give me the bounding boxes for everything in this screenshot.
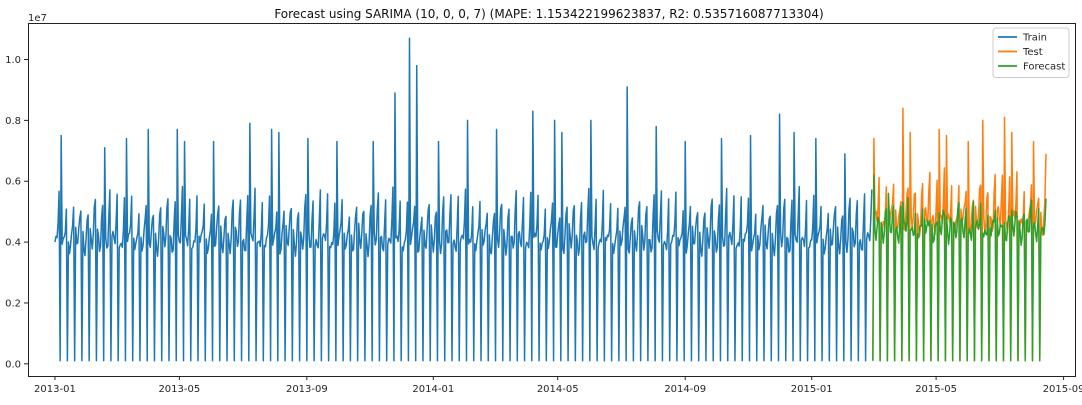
y-axis-offset-label: 1e7 [28, 13, 47, 24]
y-tick-label: 0.0 [5, 359, 21, 370]
x-axis: 2013-01 2013-05 2013-09 2014-01 2014-05 2014-… [34, 376, 1082, 395]
y-axis: 0.0 0.2 0.4 0.6 0.8 1.0 [5, 55, 28, 370]
x-tick-label: 2013-01 [34, 384, 76, 395]
x-tick-label: 2014-09 [664, 384, 706, 395]
legend: Train Test Forecast [992, 27, 1070, 78]
y-tick-label: 0.8 [5, 116, 21, 127]
y-tick-label: 0.6 [5, 177, 21, 188]
legend-label-forecast: Forecast [1023, 62, 1065, 73]
x-tick-label: 2014-05 [537, 384, 579, 395]
y-tick-label: 0.2 [5, 298, 21, 309]
x-tick-label: 2015-05 [915, 384, 957, 395]
series-line-train [54, 37, 873, 362]
x-tick-label: 2015-01 [791, 384, 833, 395]
x-tick-label: 2015-09 [1043, 384, 1082, 395]
plot-frame [28, 23, 1076, 377]
plot-area [54, 37, 1047, 362]
series-line-forecast [872, 174, 1047, 362]
x-tick-label: 2013-05 [158, 384, 200, 395]
x-tick-label: 2013-09 [286, 384, 328, 395]
y-tick-label: 1.0 [5, 55, 21, 66]
y-tick-label: 0.4 [5, 238, 21, 249]
legend-label-test: Test [1022, 47, 1043, 58]
legend-label-train: Train [1022, 33, 1047, 44]
chart-title: Forecast using SARIMA (10, 0, 0, 7) (MAP… [274, 7, 823, 21]
x-tick-label: 2014-01 [412, 384, 454, 395]
